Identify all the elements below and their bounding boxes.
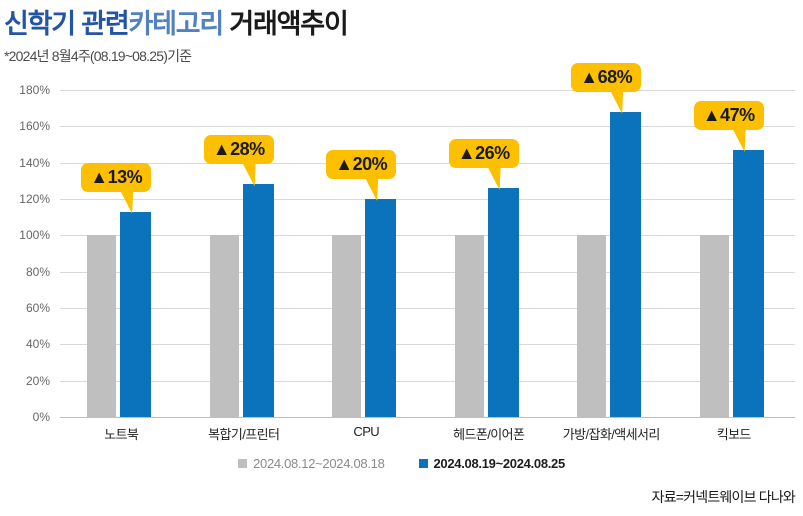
growth-callout: ▲20%: [326, 150, 397, 201]
bar-group: [209, 90, 274, 417]
chart-subtitle: *2024년 8월4주(08.19~08.25)기준: [4, 48, 192, 64]
title-segment-tertiary: 거래액추이: [229, 9, 348, 39]
gridline: [60, 380, 795, 382]
x-axis-category-label: 복합기/프린터: [208, 427, 280, 442]
y-axis-tick-label: 20%: [25, 373, 50, 388]
y-axis-tick-label: 100%: [19, 228, 50, 243]
axis-baseline: [60, 417, 795, 418]
y-axis-tick-label: 160%: [19, 119, 50, 134]
title-segment-secondary: 카테고리: [128, 9, 225, 39]
growth-callout-label: ▲13%: [90, 166, 143, 187]
x-axis-category-label: CPU: [353, 424, 380, 439]
x-axis-category-label: 킥보드: [716, 427, 752, 442]
x-axis-category-label: 노트북: [104, 427, 139, 442]
y-axis-tick-label: 40%: [25, 337, 50, 352]
growth-callout-label: ▲47%: [702, 104, 755, 125]
bar-previous-week[interactable]: [332, 235, 362, 417]
growth-callout: ▲47%: [693, 100, 764, 152]
legend-swatch: [418, 459, 428, 468]
bar-group: [332, 90, 397, 417]
growth-callout-label: ▲26%: [457, 143, 510, 164]
bar-current-week[interactable]: [365, 199, 397, 417]
gridline: [60, 344, 795, 346]
legend-item[interactable]: 2024.08.19~2024.08.25: [418, 456, 566, 471]
y-axis-tick-label: 0%: [32, 410, 50, 424]
bar-group: [87, 90, 152, 417]
growth-callout-label: ▲28%: [212, 139, 265, 160]
page-title: 신학기 관련카테고리 거래액추이: [4, 2, 349, 41]
x-axis-category-label: 가방/잡화/액세서리: [562, 427, 661, 442]
bar-group: [699, 90, 764, 417]
legend-label: 2024.08.19~2024.08.25: [433, 456, 566, 471]
gridline: [60, 90, 795, 91]
y-axis-tick-label: 60%: [25, 301, 50, 315]
legend-label: 2024.08.12~2024.08.18: [253, 456, 385, 471]
plot-area: [60, 90, 795, 418]
bar-previous-week[interactable]: [699, 235, 729, 417]
legend-swatch: [238, 459, 248, 468]
growth-callout: ▲26%: [448, 139, 519, 191]
gridline: [60, 162, 795, 164]
title-segment-primary: 신학기 관련: [4, 9, 130, 39]
y-axis-tick-label: 140%: [19, 155, 50, 170]
x-axis-category-label: 헤드폰/이어폰: [453, 427, 525, 442]
y-axis-tick-label: 180%: [19, 83, 50, 97]
y-axis-tick-label: 80%: [25, 264, 50, 279]
source-attribution: 자료=커넥트웨이브 다나와: [651, 489, 796, 505]
growth-callout-label: ▲68%: [580, 66, 633, 87]
y-axis-tick-label: 120%: [19, 192, 50, 206]
bar-current-week[interactable]: [242, 184, 274, 417]
bar-previous-week[interactable]: [577, 235, 607, 417]
bar-previous-week[interactable]: [87, 235, 117, 417]
bar-current-week[interactable]: [487, 188, 519, 417]
bar-current-week[interactable]: [120, 211, 152, 417]
gridline: [60, 308, 795, 309]
bar-previous-week[interactable]: [454, 235, 484, 417]
bar-current-week[interactable]: [610, 111, 642, 417]
gridline: [60, 235, 795, 237]
growth-callout-label: ▲20%: [335, 154, 388, 174]
growth-callout: ▲28%: [203, 135, 274, 187]
growth-callout: ▲13%: [81, 162, 152, 214]
bar-current-week[interactable]: [732, 149, 764, 417]
gridline: [60, 271, 795, 273]
legend-item[interactable]: 2024.08.12~2024.08.18: [238, 456, 385, 471]
chart-legend: 2024.08.12~2024.08.18 2024.08.19~2024.08.…: [0, 456, 803, 471]
bar-group: [454, 90, 519, 417]
bar-group: [577, 90, 642, 417]
bar-previous-week[interactable]: [209, 235, 239, 417]
gridline: [60, 199, 795, 200]
gridline: [60, 126, 795, 128]
growth-callout: ▲68%: [571, 62, 642, 114]
